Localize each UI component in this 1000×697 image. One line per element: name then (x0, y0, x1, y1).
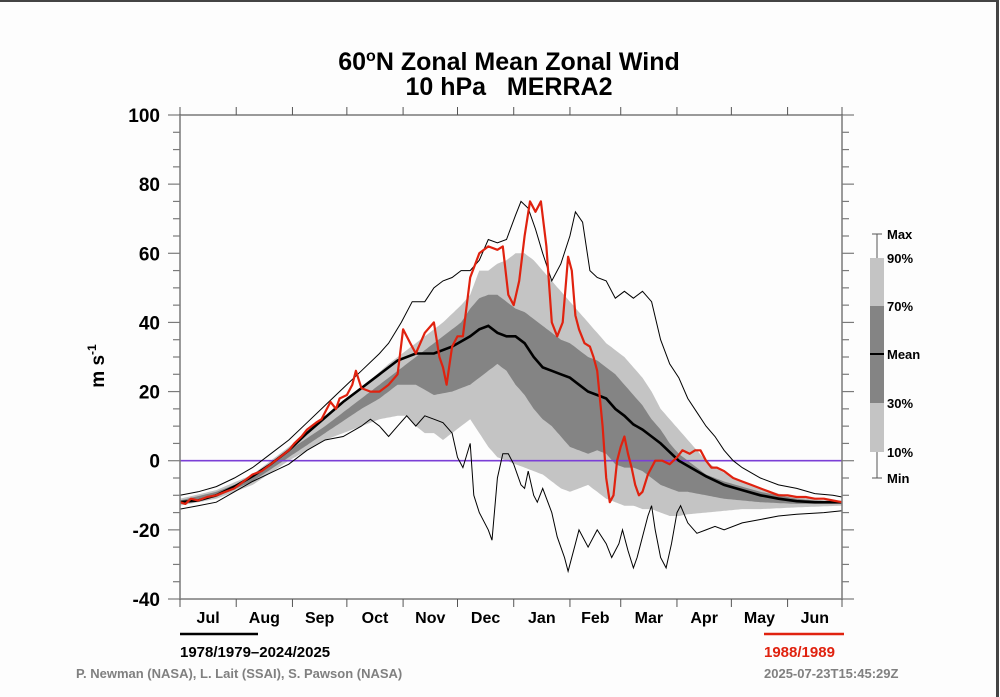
y-axis-unit: m s (88, 355, 109, 388)
legend-label-90: 90% (887, 251, 913, 266)
y-axis-label: m s-1 (85, 344, 109, 388)
x-month-label: Sep (305, 610, 335, 627)
x-month-label: May (744, 610, 775, 627)
y-tick-label: -40 (133, 590, 160, 611)
y-tick-label: 0 (149, 452, 160, 473)
series-min-line (179, 415, 843, 574)
x-month-label: Nov (415, 610, 445, 627)
legend-label-min: Min (887, 471, 909, 486)
axes: 100 80 60 40 20 0 -20 -40 Jul Aug Sep Oct Nov Dec Jan F… (128, 106, 854, 627)
x-month-label: Jul (197, 610, 220, 627)
legend-label-30: 30% (887, 396, 913, 411)
credits: P. Newman (NASA), L. Lait (SSAI), S. Paw… (76, 666, 402, 681)
x-month-label: Mar (635, 610, 663, 627)
legend-label-10: 10% (887, 445, 913, 460)
band-10-90 (180, 253, 842, 517)
x-month-label: Aug (249, 610, 280, 627)
y-tick-label: -20 (133, 521, 160, 542)
y-tick-label: 40 (139, 313, 160, 334)
x-month-label: Apr (690, 610, 718, 627)
y-tick-label: 80 (139, 175, 160, 196)
series-lines (179, 200, 843, 574)
band-30-70 (180, 294, 842, 504)
chart-title: 60oN Zonal Mean Zonal Wind (338, 48, 680, 76)
title-lat: 60 (338, 48, 366, 76)
legend-label-70: 70% (887, 299, 913, 314)
climatology-period: 1978/1979–2024/2025 (180, 644, 330, 661)
timestamp: 2025-07-23T15:45:29Z (764, 666, 898, 681)
highlight-year-label: 1988/1989 (764, 644, 835, 661)
title-degree: o (366, 48, 376, 65)
x-month-label: Jun (801, 610, 829, 627)
legend: Max 90% 70% Mean 30% 10% Min (870, 227, 920, 486)
y-axis-exponent: -1 (85, 344, 99, 355)
x-month-label: Oct (362, 610, 389, 627)
percentile-bands (180, 253, 842, 517)
x-month-label: Jan (528, 610, 556, 627)
series-highlight-line (179, 200, 843, 505)
chart-subtitle: 10 hPa MERRA2 (405, 73, 612, 101)
y-tick-label: 100 (128, 106, 160, 127)
series-mean-line (179, 324, 842, 504)
y-tick-label: 20 (139, 383, 160, 404)
x-month-label: Dec (471, 610, 500, 627)
legend-label-max: Max (887, 227, 913, 242)
legend-label-mean: Mean (887, 347, 920, 362)
y-tick-label: 60 (139, 244, 160, 265)
title-rest: N Zonal Mean Zonal Wind (376, 48, 680, 76)
x-month-label: Feb (581, 610, 610, 627)
